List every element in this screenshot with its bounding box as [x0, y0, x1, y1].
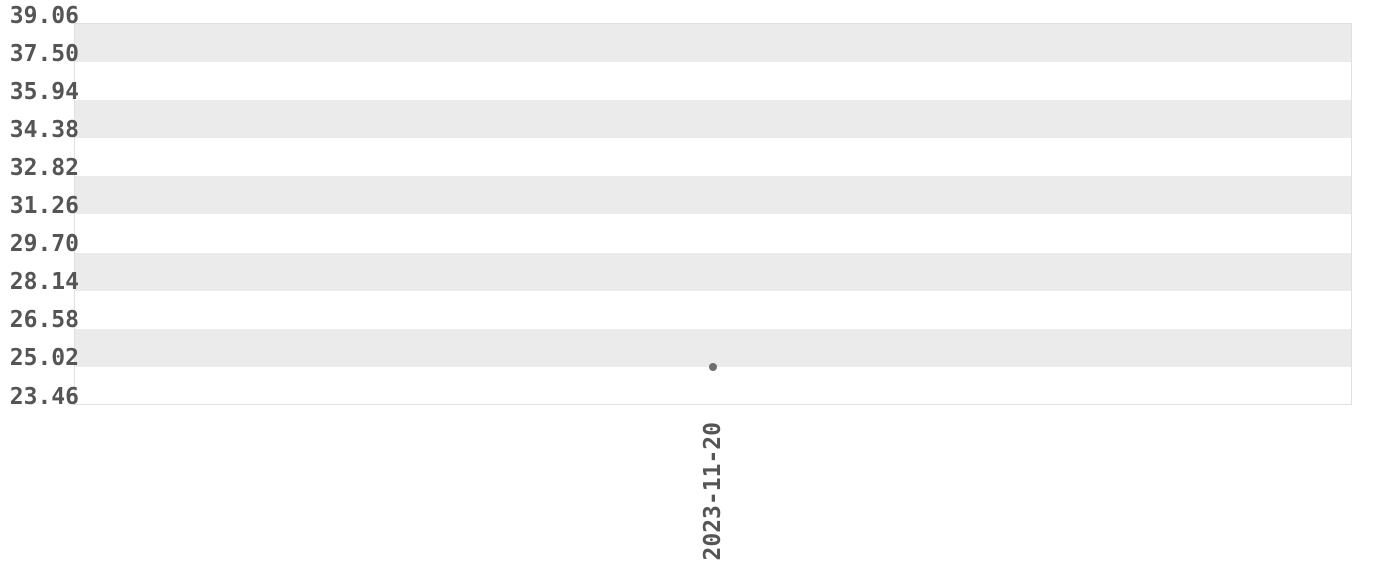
grid-band	[75, 291, 1351, 329]
grid-band	[75, 176, 1351, 215]
y-tick-label: 32.82	[9, 154, 79, 181]
y-tick-label: 28.14	[9, 269, 79, 296]
y-tick-label: 31.26	[9, 193, 79, 219]
grid-band	[75, 367, 1351, 405]
y-tick-label: 23.46	[9, 383, 79, 410]
grid-band	[75, 138, 1351, 176]
y-tick-label: 29.70	[9, 231, 79, 258]
grid-band	[75, 252, 1351, 291]
y-tick-label: 35.94	[9, 78, 79, 105]
grid-band	[75, 24, 1351, 63]
y-tick-label: 26.58	[9, 307, 79, 334]
y-tick-label: 25.02	[9, 345, 79, 372]
grid-band	[75, 62, 1351, 100]
plot-area	[74, 23, 1352, 405]
y-tick-label: 34.38	[9, 116, 79, 143]
data-point-marker	[709, 363, 717, 372]
x-tick-label: 2023-11-20	[700, 421, 726, 560]
grid-band	[75, 100, 1351, 139]
y-axis: 39.06 37.50 35.94 34.38 32.82 31.26 29.70 28.14…	[0, 0, 79, 580]
grid-band	[75, 328, 1351, 367]
y-tick-label: 37.50	[9, 40, 79, 67]
y-tick-label: 39.06	[9, 2, 79, 29]
grid-band	[75, 215, 1351, 253]
